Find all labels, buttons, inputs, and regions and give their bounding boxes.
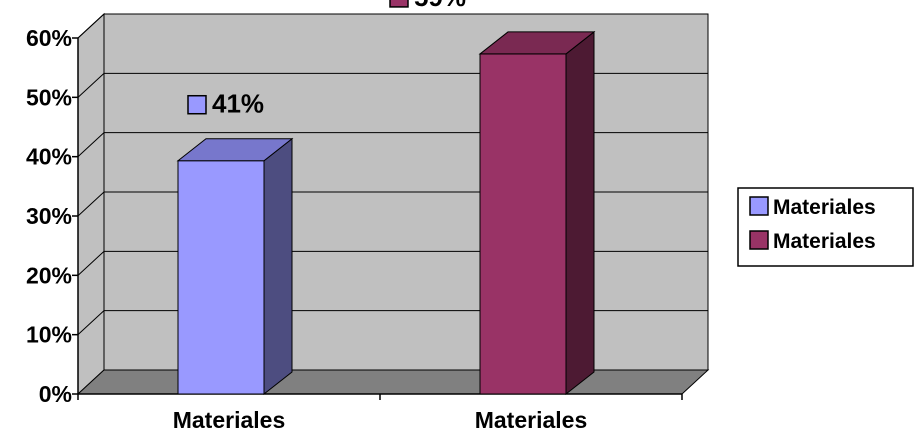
bar-top xyxy=(176,138,294,162)
y-tick-label: 40% xyxy=(26,144,72,170)
data-label-swatch xyxy=(187,94,207,115)
y-axis: 0% 10% 20% 30% 40% 50% 60% xyxy=(26,25,79,407)
y-tick-label: 60% xyxy=(26,25,72,51)
gridline-diagonal xyxy=(77,132,105,158)
data-label-2: 59% xyxy=(389,0,466,12)
bar-front xyxy=(479,53,567,395)
data-labels: 41% 59% xyxy=(187,0,466,119)
x-tick-labels: Materiales Materiales xyxy=(173,407,588,433)
legend-entry-1: Materiales xyxy=(749,196,876,219)
gridline-diagonal xyxy=(77,72,105,98)
bar-side xyxy=(263,137,293,396)
y-tick-label: 30% xyxy=(26,203,72,229)
data-label-text: 41% xyxy=(212,89,264,119)
data-label-1: 41% xyxy=(187,89,264,119)
gridline-diagonal xyxy=(77,13,105,39)
y-tick-label: 0% xyxy=(39,381,72,407)
chart-floor xyxy=(76,369,710,395)
bar-front xyxy=(177,160,265,395)
bar-top xyxy=(478,31,596,55)
legend-label: Materiales xyxy=(773,196,876,219)
gridline-diagonal xyxy=(77,191,105,217)
bar-1 xyxy=(176,137,294,396)
x-axis xyxy=(77,393,683,400)
legend-swatch xyxy=(749,196,769,216)
y-tick-label: 50% xyxy=(26,84,72,110)
data-label-swatch xyxy=(389,0,409,8)
y-tick-label: 20% xyxy=(26,262,72,288)
bars xyxy=(176,30,596,396)
legend-label: Materiales xyxy=(773,230,876,253)
y-tick-label: 10% xyxy=(26,322,72,348)
x-tick-label: Materiales xyxy=(475,407,588,433)
gridline-diagonal xyxy=(77,310,105,336)
bar-side xyxy=(565,30,595,396)
legend-swatch xyxy=(749,230,769,250)
bar-2 xyxy=(478,30,596,396)
data-label-text: 59% xyxy=(414,0,466,12)
gridline-diagonal xyxy=(77,250,105,276)
x-tick-label: Materiales xyxy=(173,407,286,433)
legend-entry-2: Materiales xyxy=(749,230,876,253)
legend: Materiales Materiales xyxy=(737,187,914,267)
